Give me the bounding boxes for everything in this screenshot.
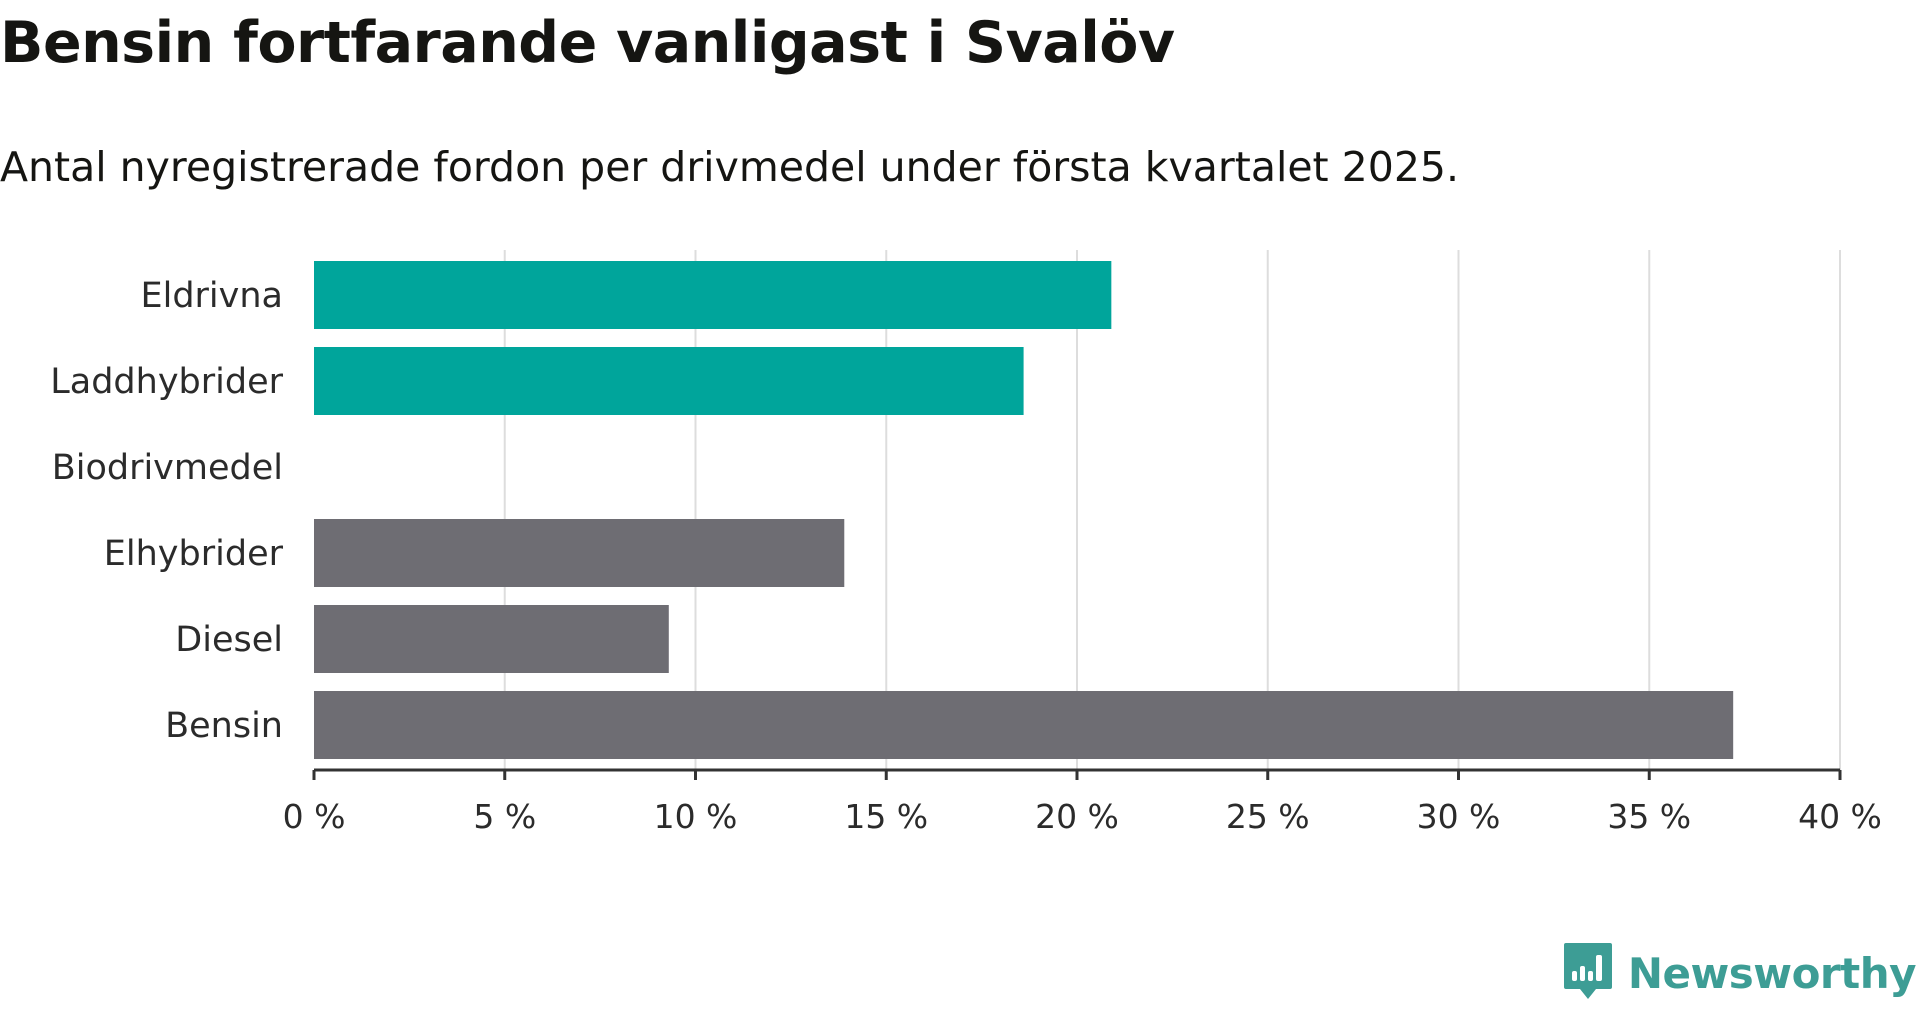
- x-tick-label: 5 %: [473, 797, 536, 836]
- x-tick-label: 35 %: [1607, 797, 1691, 836]
- x-tick-label: 25 %: [1226, 797, 1310, 836]
- gridlines: [503, 250, 1841, 770]
- bar-bensin: [314, 691, 1734, 759]
- bar-chart: Eldrivna Laddhybrider Biodrivmedel Elhybrid…: [50, 250, 1882, 836]
- brand-logo: Newsworthy: [1562, 941, 1917, 1005]
- bar-diesel: [314, 605, 669, 673]
- x-tick-label: 10 %: [654, 797, 738, 836]
- category-label: Eldrivna: [140, 276, 283, 316]
- newsworthy-logo-icon: [1562, 941, 1614, 1005]
- brand-name: Newsworthy: [1627, 948, 1917, 998]
- bar-elhybrider: [314, 519, 845, 587]
- chart-title: Bensin fortfarande vanligast i Svalöv: [0, 10, 1175, 76]
- category-label: Laddhybrider: [50, 362, 283, 402]
- bar-eldrivna: [314, 261, 1112, 329]
- x-tick-label: 15 %: [844, 797, 928, 836]
- category-label: Elhybrider: [104, 534, 284, 574]
- x-tick-label: 40 %: [1798, 797, 1882, 836]
- category-label: Bensin: [165, 706, 283, 746]
- bar-laddhybrider: [314, 347, 1024, 415]
- bars: [314, 261, 1734, 759]
- x-tick-label: 0 %: [283, 797, 346, 836]
- x-tick-label: 20 %: [1035, 797, 1119, 836]
- x-axis: 0 % 5 % 10 % 15 % 20 % 25 % 30 % 35 % 40 %: [283, 768, 1882, 836]
- chart-subtitle: Antal nyregistrerade fordon per drivmede…: [0, 143, 1460, 191]
- category-label: Diesel: [175, 620, 283, 660]
- category-labels: Eldrivna Laddhybrider Biodrivmedel Elhybrid…: [50, 276, 283, 746]
- category-label: Biodrivmedel: [52, 448, 283, 488]
- x-tick-label: 30 %: [1417, 797, 1501, 836]
